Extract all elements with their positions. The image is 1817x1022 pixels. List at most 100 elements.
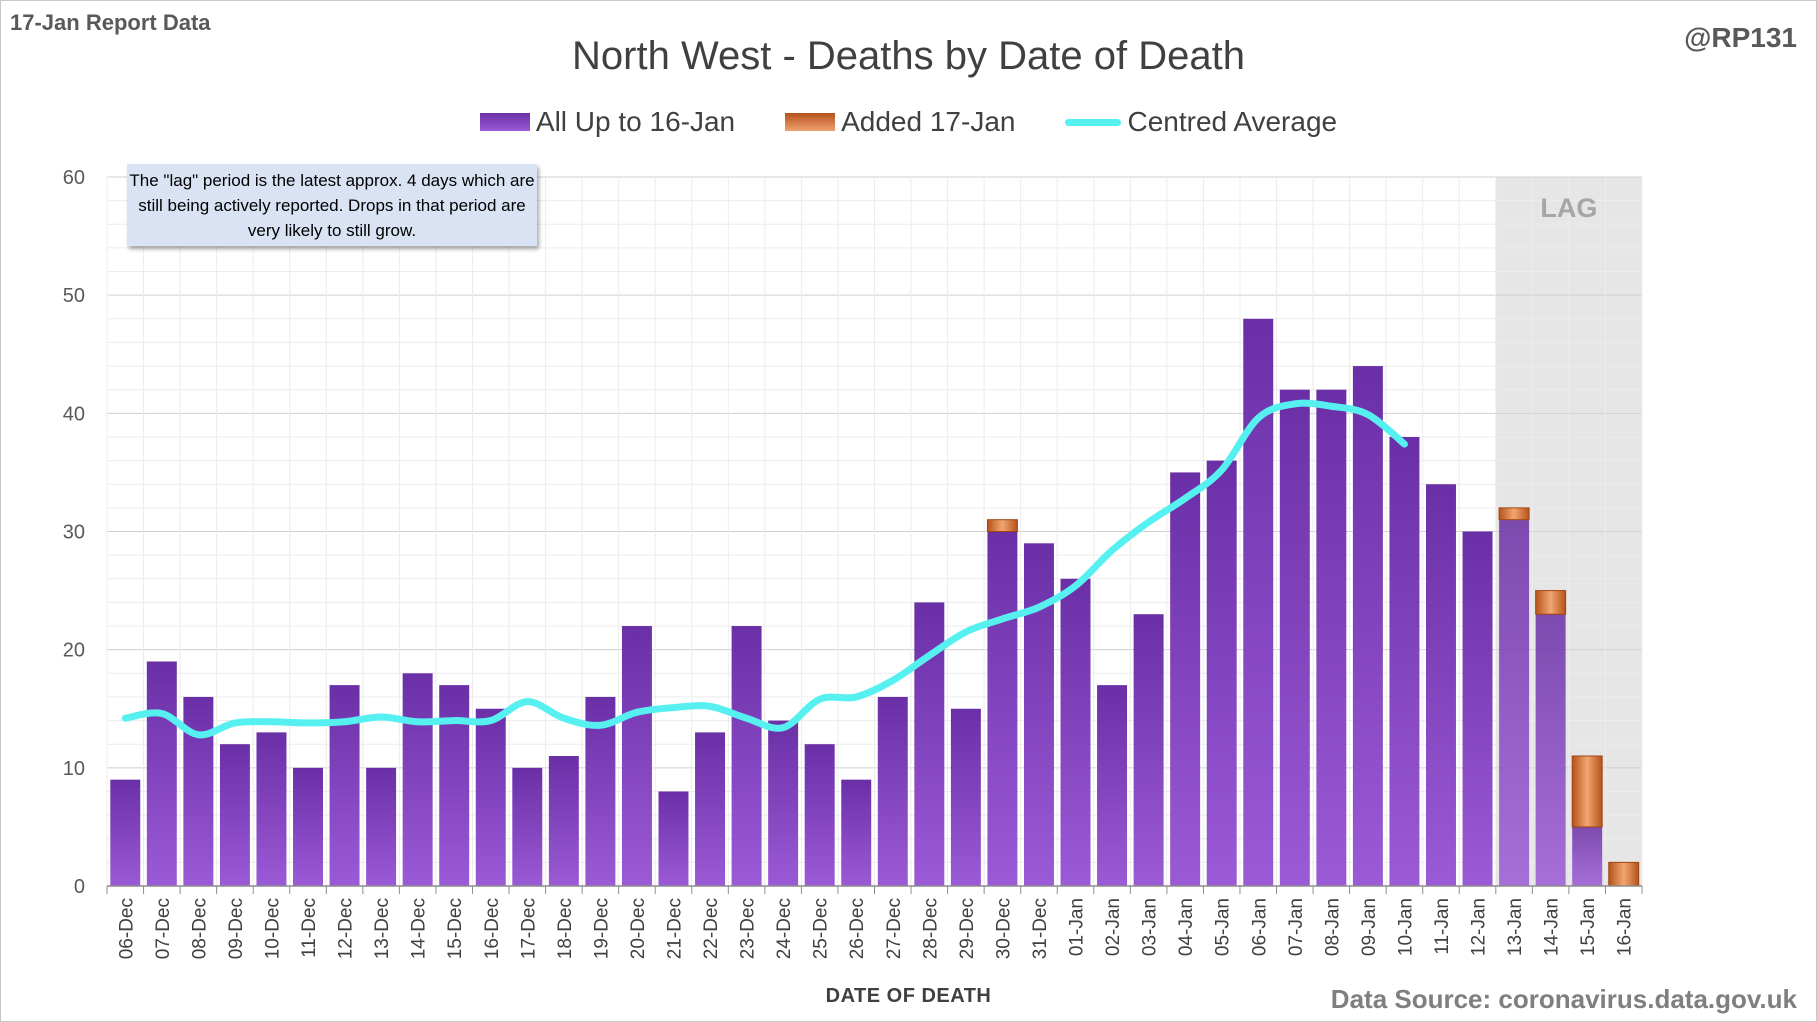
report-label: 17-Jan Report Data [10,10,211,35]
bar-all-08-Jan [1316,389,1347,886]
x-tick-label: 12-Dec [336,898,357,959]
x-tick-label: 01-Jan [1067,898,1088,956]
x-tick-label: 10-Dec [262,898,283,959]
legend-swatch-all [479,113,530,131]
x-tick-label: 21-Dec [664,898,685,959]
bar-all-30-Dec [987,531,1018,886]
bar-all-14-Dec [402,673,433,886]
bar-all-24-Dec [768,720,799,886]
x-tick-label: 22-Dec [701,898,722,959]
bar-all-07-Jan [1279,389,1310,886]
x-tick-label: 30-Dec [993,898,1014,959]
bar-all-10-Dec [256,732,287,886]
bar-all-03-Jan [1133,614,1164,886]
x-tick-label: 07-Jan [1286,898,1307,956]
bar-all-13-Jan [1499,519,1530,886]
legend-item-all: All Up to 16-Jan [479,106,736,138]
bar-all-18-Dec [548,756,579,886]
legend-item-average: Centred Average [1065,106,1337,138]
bar-all-11-Jan [1426,484,1456,886]
x-tick-label: 15-Jan [1578,898,1599,956]
bar-all-10-Jan [1389,436,1420,886]
y-tick-label: 30 [63,522,85,544]
x-tick-label: 07-Dec [153,898,174,959]
bar-all-17-Dec [512,767,543,886]
bar-all-15-Jan [1572,826,1603,886]
y-tick-label: 0 [74,876,85,898]
y-tick-label: 50 [63,285,85,307]
x-axis-title: DATE OF DEATH [825,985,992,1007]
bar-added-16-Jan [1608,861,1640,887]
y-tick-label: 10 [63,758,85,780]
bar-all-16-Dec [475,708,506,886]
x-tick-label: 11-Dec [299,898,320,958]
x-tick-label: 13-Dec [372,898,393,959]
x-tick-label: 11-Jan [1432,898,1453,955]
legend: All Up to 16-Jan Added 17-Jan Centred Av… [0,106,1817,138]
x-tick-label: 16-Dec [482,898,503,959]
bar-added-30-Dec [986,519,1018,533]
x-tick-label: 12-Jan [1469,898,1490,956]
bar-all-09-Jan [1352,366,1383,887]
x-tick-label: 14-Jan [1542,898,1563,956]
legend-swatch-added [785,113,836,131]
bar-added-15-Jan [1571,755,1603,828]
bar-all-26-Dec [841,779,872,886]
bar-all-27-Dec [877,696,908,886]
x-tick-label: 20-Dec [628,898,649,959]
x-tick-label: 23-Dec [738,898,759,959]
bar-all-20-Dec [621,626,652,886]
x-tick-label: 19-Dec [591,898,612,959]
bar-all-09-Dec [219,744,250,886]
bar-all-14-Jan [1535,614,1566,886]
bar-all-01-Jan [1060,578,1091,886]
bar-all-11-Dec [293,767,323,886]
bar-all-31-Dec [1023,543,1054,886]
x-tick-label: 06-Jan [1249,898,1270,956]
bar-all-15-Dec [439,685,470,886]
centred-average-line [121,399,1408,739]
legend-item-added: Added 17-Jan [785,106,1015,138]
x-tick-label: 13-Jan [1505,898,1526,956]
bar-all-12-Jan [1462,531,1493,886]
x-tick-label: 25-Dec [811,898,832,959]
y-tick-label: 40 [63,403,85,425]
bar-all-08-Dec [183,696,214,886]
x-tick-label: 26-Dec [847,898,868,959]
x-tick-label: 24-Dec [774,898,795,959]
bar-all-07-Dec [146,661,177,886]
x-tick-label: 02-Jan [1103,898,1124,956]
legend-label-all: All Up to 16-Jan [535,106,736,137]
legend-label-added: Added 17-Jan [841,106,1016,137]
y-tick-label: 60 [63,167,85,189]
bar-all-05-Jan [1206,460,1237,886]
bar-all-29-Dec [950,708,981,886]
x-tick-label: 17-Dec [518,898,539,959]
bar-all-21-Dec [658,791,689,886]
x-tick-label: 31-Dec [1030,898,1051,959]
legend-label-average: Centred Average [1127,106,1338,137]
bar-added-13-Jan [1498,507,1530,521]
x-tick-label: 27-Dec [884,898,905,959]
y-tick-label: 20 [63,640,85,662]
bar-all-04-Jan [1170,472,1201,886]
x-tick-label: 09-Jan [1359,898,1380,956]
bar-all-13-Dec [366,767,397,886]
bar-all-12-Dec [329,685,360,886]
x-tick-label: 05-Jan [1213,898,1234,956]
chart-title: North West - Deaths by Date of Death [572,34,1245,78]
x-tick-label: 28-Dec [920,898,941,959]
x-tick-label: 10-Jan [1395,898,1416,956]
lag-label: LAG [1540,193,1597,223]
x-tick-label: 08-Jan [1322,898,1343,956]
bar-all-23-Dec [731,626,762,886]
bar-added-14-Jan [1535,590,1567,615]
x-tick-label: 09-Dec [226,898,247,959]
x-tick-label: 18-Dec [555,898,576,959]
bar-all-06-Dec [110,779,141,886]
x-tick-label: 03-Jan [1140,898,1161,956]
bar-all-22-Dec [695,732,726,886]
x-tick-label: 08-Dec [189,898,210,959]
author-label: @RP131 [1684,22,1797,53]
